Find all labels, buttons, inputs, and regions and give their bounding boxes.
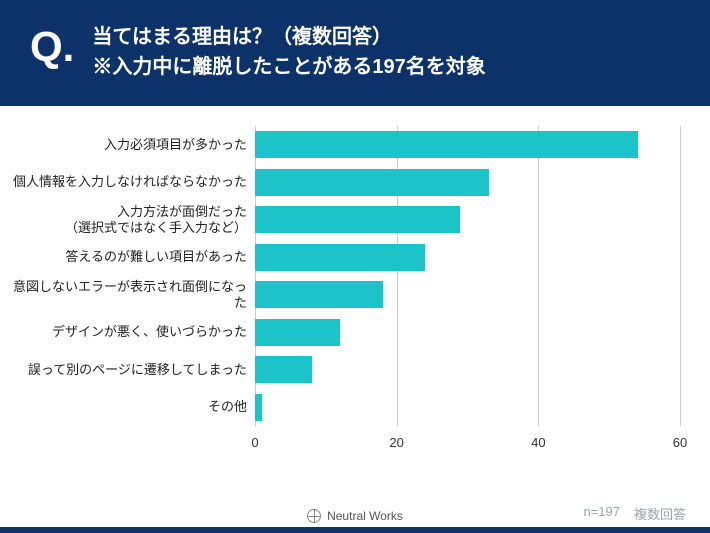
answer-note: 複数回答 bbox=[634, 504, 686, 523]
bar bbox=[255, 356, 312, 383]
bar bbox=[255, 394, 262, 421]
bar-row: デザインが悪く、使いづらかった bbox=[255, 319, 680, 346]
bar-row: その他 bbox=[255, 394, 680, 421]
bar bbox=[255, 169, 489, 196]
x-tick-label: 40 bbox=[531, 435, 545, 450]
category-label: 入力方法が面倒だった（選択式ではなく手入力など） bbox=[10, 204, 247, 237]
category-label: 誤って別のページに遷移してしまった bbox=[10, 362, 247, 378]
bar-row: 個人情報を入力しなければならなかった bbox=[255, 169, 680, 196]
bar bbox=[255, 131, 638, 158]
bar-chart: 0204060入力必須項目が多かった個人情報を入力しなければならなかった入力方法… bbox=[255, 126, 680, 456]
grid-line bbox=[680, 126, 681, 426]
chart-area: 0204060入力必須項目が多かった個人情報を入力しなければならなかった入力方法… bbox=[0, 106, 710, 456]
category-label: デザインが悪く、使いづらかった bbox=[10, 324, 247, 340]
footer-meta: n=197 複数回答 bbox=[583, 504, 686, 523]
q-mark: Q. bbox=[30, 26, 74, 68]
bar bbox=[255, 244, 425, 271]
bar-row: 入力方法が面倒だった（選択式ではなく手入力など） bbox=[255, 206, 680, 233]
category-label: 答えるのが難しい項目があった bbox=[10, 249, 247, 265]
x-tick-label: 0 bbox=[251, 435, 258, 450]
x-tick-label: 20 bbox=[389, 435, 403, 450]
bar bbox=[255, 281, 383, 308]
bar-row: 意図しないエラーが表示され面倒になった bbox=[255, 281, 680, 308]
bottom-strip bbox=[0, 527, 710, 533]
sample-size: n=197 bbox=[583, 504, 620, 523]
bar-row: 入力必須項目が多かった bbox=[255, 131, 680, 158]
category-label: 個人情報を入力しなければならなかった bbox=[10, 174, 247, 190]
title-line-2: ※入力中に離脱したことがある197名を対象 bbox=[92, 52, 680, 82]
title-block: 当てはまる理由は？（複数回答） ※入力中に離脱したことがある197名を対象 bbox=[92, 22, 680, 82]
globe-icon bbox=[307, 509, 321, 523]
brand-label: Neutral Works bbox=[327, 509, 403, 523]
bar-row: 誤って別のページに遷移してしまった bbox=[255, 356, 680, 383]
question-header: Q. 当てはまる理由は？（複数回答） ※入力中に離脱したことがある197名を対象 bbox=[0, 0, 710, 106]
bar bbox=[255, 206, 460, 233]
x-tick-label: 60 bbox=[673, 435, 687, 450]
category-label: その他 bbox=[10, 399, 247, 415]
bar-row: 答えるのが難しい項目があった bbox=[255, 244, 680, 271]
title-line-1: 当てはまる理由は？（複数回答） bbox=[92, 22, 680, 52]
bar bbox=[255, 319, 340, 346]
category-label: 意図しないエラーが表示され面倒になった bbox=[10, 279, 247, 312]
brand: Neutral Works bbox=[307, 509, 403, 523]
category-label: 入力必須項目が多かった bbox=[10, 137, 247, 153]
